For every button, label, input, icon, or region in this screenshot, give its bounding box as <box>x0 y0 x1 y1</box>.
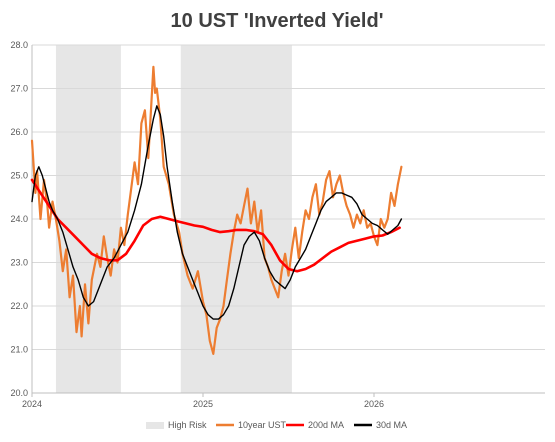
legend-label-10year-ust: 10year UST <box>238 420 287 430</box>
y-tick-label-4: 24.0 <box>10 214 28 224</box>
y-tick-label-3: 23.0 <box>10 258 28 268</box>
y-tick-label-1: 21.0 <box>10 345 28 355</box>
y-tick-label-0: 20.0 <box>10 388 28 398</box>
x-tick-label-0: 2024 <box>22 399 42 409</box>
x-tick-label-1: 2025 <box>193 399 213 409</box>
chart-title: 10 UST 'Inverted Yield' <box>171 10 384 32</box>
series-line-200d-ma <box>30 178 401 273</box>
legend: High Risk 10year UST 200d MA 30d MA <box>146 420 407 430</box>
x-tick-label-2: 2026 <box>364 399 384 409</box>
series-line-30d-ma <box>31 105 403 320</box>
y-tick-label-6: 26.0 <box>10 127 28 137</box>
y-tick-label-7: 27.0 <box>10 84 28 94</box>
plot-area: 20.0 21.0 22.0 23.0 24.0 25.0 26.0 27.0 28.0 2024… <box>10 40 545 409</box>
y-tick-label-8: 28.0 <box>10 40 28 50</box>
legend-label-200d-ma: 200d MA <box>308 420 344 430</box>
legend-label-30d-ma: 30d MA <box>376 420 407 430</box>
y-tick-label-2: 22.0 <box>10 301 28 311</box>
legend-label-high-risk: High Risk <box>168 420 207 430</box>
legend-swatch-high-risk <box>146 422 164 429</box>
series-line-10year-ust <box>30 65 403 355</box>
y-tick-label-5: 25.0 <box>10 171 28 181</box>
